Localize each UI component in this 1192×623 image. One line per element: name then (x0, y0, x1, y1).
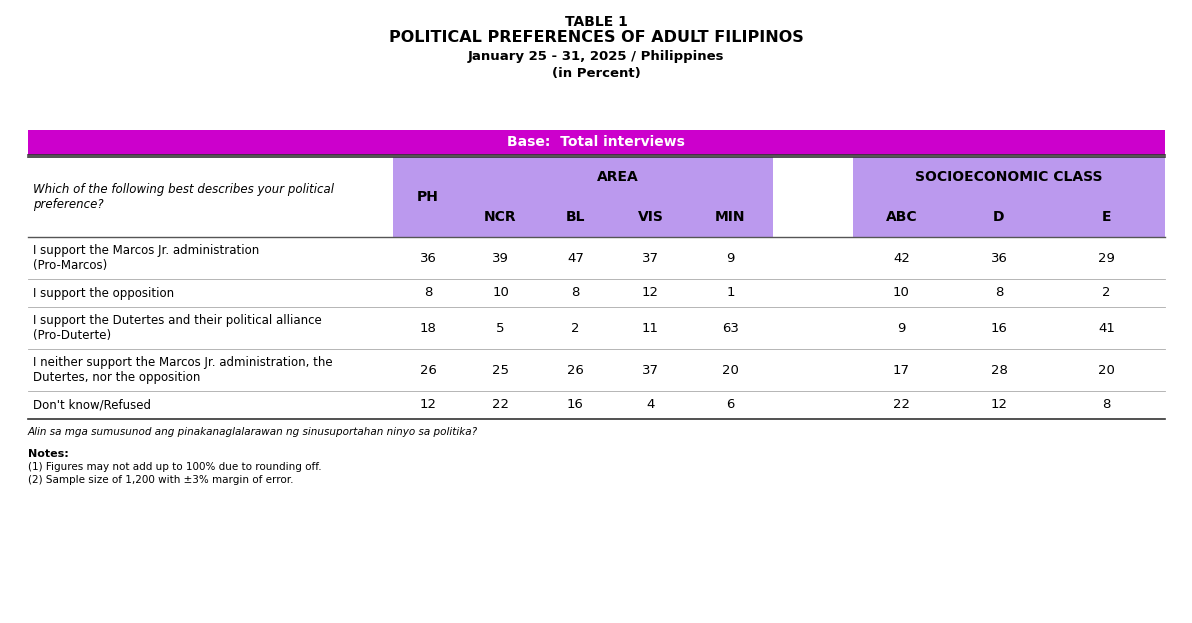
Text: 41: 41 (1098, 321, 1115, 335)
Text: 8: 8 (424, 287, 433, 300)
Text: 22: 22 (492, 399, 509, 412)
Text: I support the opposition: I support the opposition (33, 287, 174, 300)
Text: 9: 9 (898, 321, 906, 335)
Text: 12: 12 (991, 399, 1007, 412)
Text: 36: 36 (991, 252, 1007, 265)
Text: Base:  Total interviews: Base: Total interviews (507, 135, 685, 150)
Text: 39: 39 (492, 252, 509, 265)
Text: 47: 47 (567, 252, 584, 265)
Text: Alin sa mga sumusunod ang pinakanaglalarawan ng sinusuportahan ninyo sa politika: Alin sa mga sumusunod ang pinakanaglalar… (27, 427, 478, 437)
Text: 18: 18 (420, 321, 436, 335)
Bar (27, 130, 1165, 155)
Text: 16: 16 (567, 399, 584, 412)
Text: 10: 10 (893, 287, 909, 300)
Text: 8: 8 (995, 287, 1004, 300)
Text: 8: 8 (571, 287, 579, 300)
Text: ABC: ABC (886, 210, 918, 224)
Text: I neither support the Marcos Jr. administration, the
Dutertes, nor the oppositio: I neither support the Marcos Jr. adminis… (33, 356, 333, 384)
Text: I support the Marcos Jr. administration
(Pro-Marcos): I support the Marcos Jr. administration … (33, 244, 259, 272)
Text: 20: 20 (722, 363, 739, 376)
Text: MIN: MIN (715, 210, 746, 224)
Text: 12: 12 (642, 287, 659, 300)
Text: 26: 26 (567, 363, 584, 376)
Text: AREA: AREA (597, 170, 639, 184)
Text: 8: 8 (1103, 399, 1111, 412)
Text: 2: 2 (1103, 287, 1111, 300)
Text: January 25 - 31, 2025 / Philippines: January 25 - 31, 2025 / Philippines (467, 50, 725, 63)
Text: 10: 10 (492, 287, 509, 300)
Text: 2: 2 (571, 321, 579, 335)
Text: I support the Dutertes and their political alliance
(Pro-Duterte): I support the Dutertes and their politic… (33, 314, 322, 342)
Text: 28: 28 (991, 363, 1007, 376)
Text: 4: 4 (646, 399, 654, 412)
Text: (in Percent): (in Percent) (552, 67, 640, 80)
Text: VIS: VIS (638, 210, 664, 224)
Text: (2) Sample size of 1,200 with ±3% margin of error.: (2) Sample size of 1,200 with ±3% margin… (27, 475, 293, 485)
Text: POLITICAL PREFERENCES OF ADULT FILIPINOS: POLITICAL PREFERENCES OF ADULT FILIPINOS (389, 30, 803, 45)
Text: 63: 63 (722, 321, 739, 335)
Text: 12: 12 (420, 399, 436, 412)
Text: Notes:: Notes: (27, 449, 69, 459)
Text: (1) Figures may not add up to 100% due to rounding off.: (1) Figures may not add up to 100% due t… (27, 462, 322, 472)
Text: NCR: NCR (484, 210, 517, 224)
Text: Which of the following best describes your political
preference?: Which of the following best describes yo… (33, 183, 334, 211)
Text: D: D (993, 210, 1005, 224)
Text: 29: 29 (1098, 252, 1115, 265)
Bar (462, 157, 772, 237)
Text: BL: BL (566, 210, 585, 224)
Text: 16: 16 (991, 321, 1007, 335)
Text: 37: 37 (642, 363, 659, 376)
Text: 22: 22 (893, 399, 909, 412)
Text: 9: 9 (726, 252, 734, 265)
Text: E: E (1101, 210, 1111, 224)
Text: 5: 5 (496, 321, 504, 335)
Text: 37: 37 (642, 252, 659, 265)
Text: PH: PH (417, 190, 439, 204)
Text: 25: 25 (492, 363, 509, 376)
Text: 6: 6 (726, 399, 734, 412)
Text: Don't know/Refused: Don't know/Refused (33, 399, 151, 412)
Text: 36: 36 (420, 252, 436, 265)
Text: 1: 1 (726, 287, 734, 300)
Text: TABLE 1: TABLE 1 (565, 15, 627, 29)
Text: 42: 42 (893, 252, 909, 265)
Text: 11: 11 (642, 321, 659, 335)
Bar (853, 157, 1165, 237)
Text: 17: 17 (893, 363, 909, 376)
Text: SOCIOECONOMIC CLASS: SOCIOECONOMIC CLASS (915, 170, 1103, 184)
Text: 20: 20 (1098, 363, 1115, 376)
Text: 26: 26 (420, 363, 436, 376)
Bar (393, 157, 462, 237)
